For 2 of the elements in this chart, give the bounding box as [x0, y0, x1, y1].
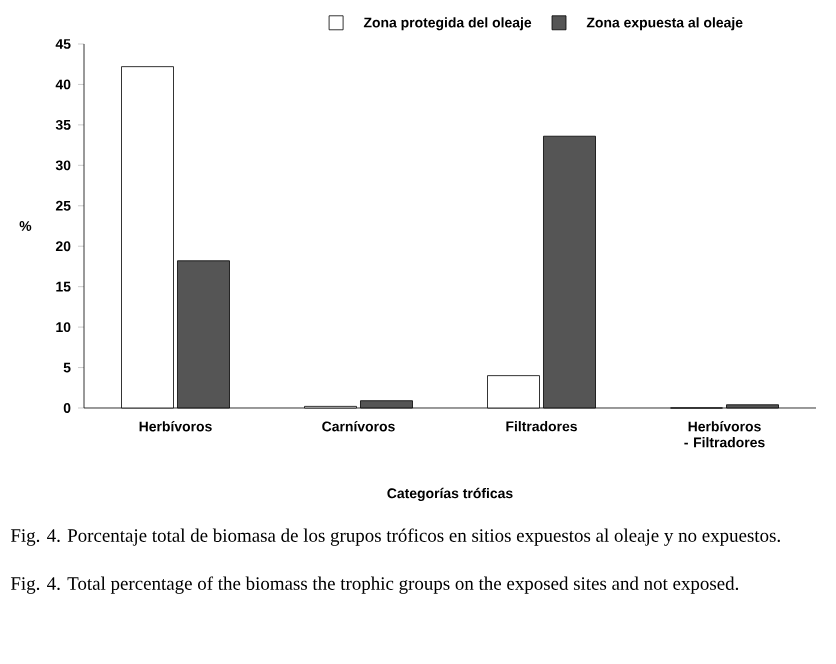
caption: Fig. 4. Porcentaje total de biomasa de los grupos tróficos en sitios expuestos al oleaje y no expuestos. — [10, 528, 780, 546]
caption: Fig. 4. Total percentage of the biomass the trophic groups on the exposed sites and not exposed. — [10, 576, 739, 594]
